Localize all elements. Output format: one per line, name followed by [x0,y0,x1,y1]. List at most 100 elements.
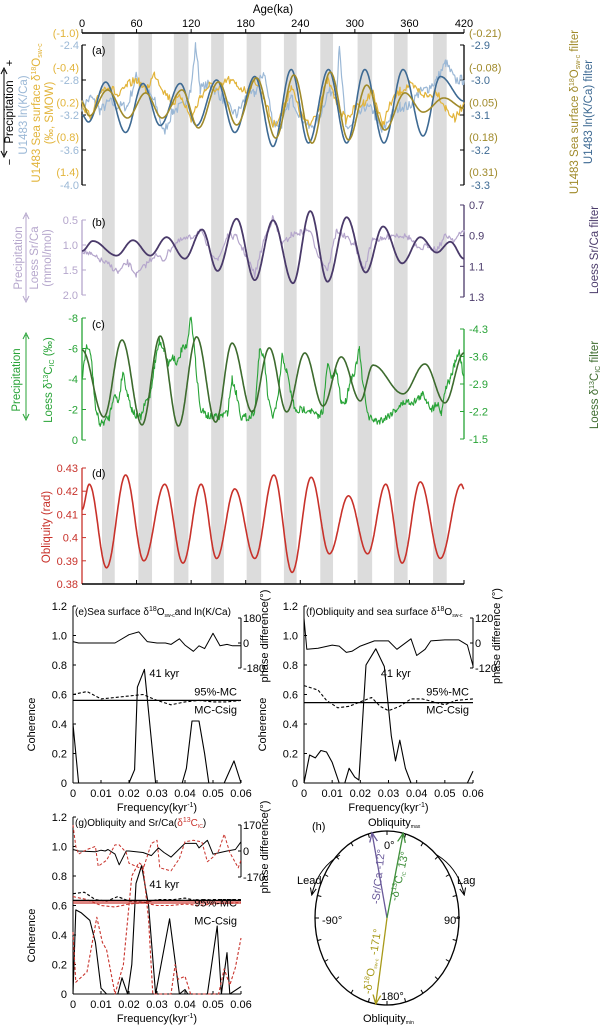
lnKCa-filter-tick-label: -3.2 [471,145,490,157]
SrCa-filter-axis-tick-label: 1.1 [469,261,484,273]
lnKCa-tick-label: -2.8 [60,75,79,87]
phase-axis-title: phase difference (°) [491,588,503,684]
peak-label: 41 kyr [149,668,179,680]
SrCa-line [81,215,465,279]
circle-tick [324,874,329,877]
phase-axis-title: phase difference(°) [259,801,271,894]
precip-label-b: Precipitation [13,226,25,289]
coherence-tick-label: 0.6 [52,901,67,913]
d13C-filter-axis-tick-label: -3.6 [469,352,488,364]
panel-h-label: (h) [312,821,325,833]
lnKCa-filter-tick-label: -3.0 [471,75,490,87]
obliquity-axis-tick-label: 0.38 [57,579,78,591]
circle-tick [404,998,407,1003]
coherence-tick-label: 0.8 [52,660,67,672]
SrCa-axis-tick-label: 2.0 [63,290,78,302]
panel-d-label: (d) [92,468,105,480]
circle-tick [335,976,340,980]
phase-wheel: (h) Obliquitymax Obliquitymin Lead Lag 0… [297,817,475,1025]
panel-e-title: (e)Sea surface δ18Osw-cand ln(K/Ca) [75,606,231,619]
shaded-interval [138,33,153,584]
circle-tick [404,833,407,838]
age-tick-label: 240 [291,18,309,30]
d13C-axis-tick-label: -6 [68,344,78,356]
shaded-interval [357,33,373,584]
d18O-filter-tick-label: (-0.08) [469,63,501,75]
time-series-axes: (-1.0) (-0.4) (0.2) (0.8) (1.4) -2.4 -2.8 -3.2 -… [53,28,502,591]
d13C-axis-tick-label: -8 [68,313,78,325]
phase-tick-label: -120 [475,663,497,675]
coherence-line [72,865,242,995]
circle-tick [317,938,322,942]
coherence-tick-label: 0.6 [283,690,298,702]
angle-0-label: 0° [384,840,395,852]
circle-tick [317,894,322,898]
phase-line [72,631,241,652]
frequency-tick-label: 0.02 [350,788,371,800]
angle-minus90-label: -90° [322,915,342,927]
frequency-tick-label: 0.03 [146,788,167,800]
circle-tick [434,976,439,980]
d13C-filter-axis-tick-label: -2.9 [469,379,488,391]
lnKCa-filter-axis-label: U1483 ln(K/Ca) filter [583,60,595,164]
frequency-axis-title: Frequency(kyr-1) [348,802,428,814]
coherence-tick-label: 0.2 [52,749,67,761]
frequency-tick-label: 0.01 [90,999,111,1011]
age-tick-label: 360 [400,18,418,30]
frequency-tick-label: 0 [301,788,307,800]
panel-b-label: (b) [92,217,105,229]
d18O-filter-tick-label: (0.18) [469,132,498,144]
d18O-tick-label: (-1.0) [53,28,79,40]
d13C-axis-tick-label: 0 [72,435,78,447]
d13C-filter-axis-label: Loess δ13CIC filter [589,341,602,429]
coherence-tick-label: 0.8 [283,660,298,672]
coherence-tick-label: 0 [292,778,298,790]
coherence-tick-label: 1.0 [52,631,67,643]
obliquity-axis-tick-label: 0.41 [57,509,78,521]
SrCa-unit-label: (mmol/mol) [42,229,54,287]
age-axis: 0 60 120 180 240 300 360 420 [79,18,473,34]
d18O-filter-tick-label: (0.31) [469,167,498,179]
mc-csig-label: MC-Csig [194,916,237,928]
lag-label: Lag [457,875,475,887]
time-series-lines [81,42,465,574]
phase-tick-label: -180 [243,663,265,675]
angle-180-label: 180° [381,991,404,1003]
d18O-filter-axis-label: U1483 Sea surface δ18Osw-c filter [569,30,582,194]
coherence-tick-label: 0.6 [52,690,67,702]
lag-arrow [436,854,464,894]
phase-tick-label: 170 [243,820,261,832]
frequency-axis-title: Frequency(kyr-1) [117,802,197,814]
SrCa-axis-tick-label: 1.0 [63,240,78,252]
age-tick-label: 120 [182,18,200,30]
age-tick-label: 0 [79,18,85,30]
d13C-vector-label: -δ13CIC 13° [389,850,413,902]
coherence-tick-label: 1.2 [52,601,67,613]
d13C-filter-axis-tick-label: -2.2 [469,407,488,419]
d18O-tick-label: (1.4) [56,167,79,179]
shaded-interval [283,33,297,584]
frequency-tick-label: 0.05 [434,788,455,800]
frequency-axis-title: Frequency(kyr-1) [117,1013,197,1025]
obliquity-max-label: Obliquitymax [368,817,421,830]
peak-label: 41 kyr [149,879,179,891]
SrCa-filter-line [81,210,465,285]
phase-line [303,617,474,667]
d18O-unit-label: (‰, SMOW) [44,82,56,145]
coherence-tick-label: 0.8 [52,871,67,883]
SrCa-filter-axis-tick-label: 0.9 [469,231,484,243]
precipitation-arrow-b [22,211,30,304]
d13C-filter-line [81,335,465,427]
lnKCa-filter-line [81,68,465,148]
coherence-tick-label: 0 [61,778,67,790]
phase-tick-label: -170 [243,872,265,884]
lnKCa-tick-label: -2.4 [60,40,79,52]
frequency-tick-label: 0.03 [378,788,399,800]
frequency-tick-label: 0.01 [90,788,111,800]
phase-tick-label: 120 [475,613,493,625]
lnKCa-filter-tick-label: -3.1 [471,110,490,122]
coherence-line [72,668,242,784]
shaded-interval [320,33,334,584]
phase-line [72,824,242,872]
lead-label: Lead [297,875,321,887]
